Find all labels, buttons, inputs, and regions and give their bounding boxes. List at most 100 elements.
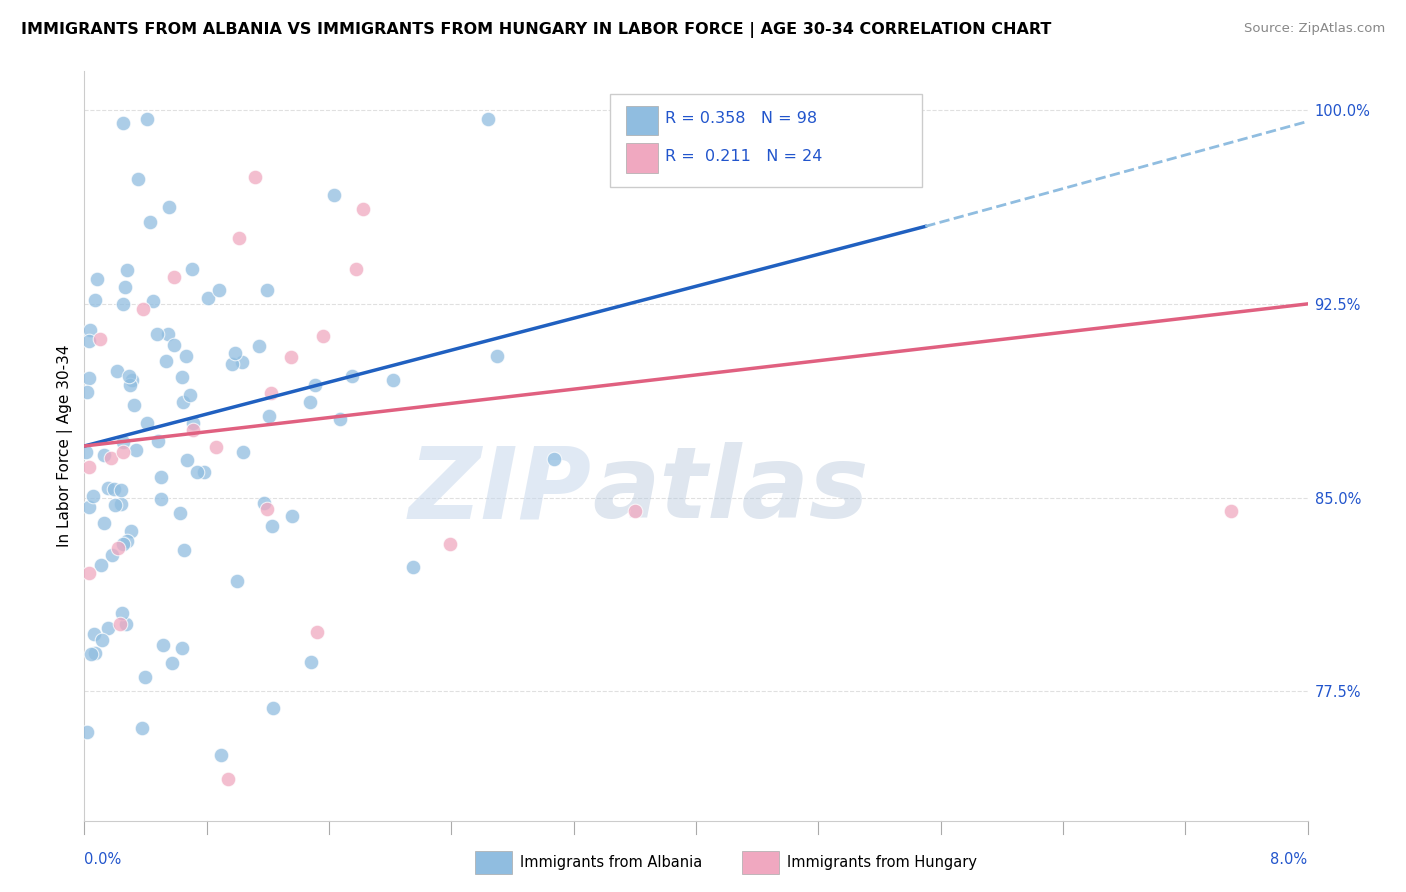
Point — [111, 116, 134, 130]
Point — [93, 448, 115, 462]
Text: Immigrants from Albania: Immigrants from Albania — [520, 855, 703, 870]
Point — [304, 377, 326, 392]
Point — [104, 498, 127, 512]
Point — [180, 261, 202, 276]
Point — [83, 627, 105, 641]
Point — [228, 880, 250, 892]
Point — [352, 202, 374, 216]
Point — [135, 112, 157, 126]
Point — [260, 385, 283, 400]
Point — [138, 215, 160, 229]
Point — [100, 450, 122, 465]
Point — [93, 516, 115, 530]
Point — [117, 534, 139, 549]
Point — [243, 170, 266, 185]
Point — [148, 434, 170, 448]
Point — [76, 725, 98, 739]
Point — [176, 452, 198, 467]
Point — [280, 350, 302, 364]
Point — [75, 445, 97, 459]
Point — [179, 388, 201, 402]
Point — [76, 385, 98, 400]
Point — [232, 445, 254, 459]
Point — [298, 395, 321, 409]
Point — [344, 262, 367, 277]
Point — [77, 334, 100, 349]
Point — [110, 617, 132, 632]
Point — [401, 559, 423, 574]
Point — [224, 346, 246, 360]
Point — [112, 434, 135, 449]
Point — [197, 291, 219, 305]
Point — [115, 263, 138, 277]
Point — [329, 411, 352, 425]
FancyBboxPatch shape — [626, 106, 658, 135]
Point — [181, 416, 204, 430]
Point — [97, 622, 120, 636]
Point — [118, 378, 141, 392]
Y-axis label: In Labor Force | Age 30-34: In Labor Force | Age 30-34 — [58, 344, 73, 548]
Point — [1220, 503, 1243, 517]
Point — [207, 283, 229, 297]
Point — [157, 200, 180, 214]
Point — [105, 364, 128, 378]
Point — [146, 326, 169, 341]
Point — [111, 297, 134, 311]
Point — [163, 270, 186, 285]
Point — [90, 633, 112, 648]
Text: Source: ZipAtlas.com: Source: ZipAtlas.com — [1244, 22, 1385, 36]
Point — [125, 442, 148, 457]
Point — [231, 355, 253, 369]
Point — [134, 828, 156, 842]
Point — [281, 509, 304, 524]
Point — [134, 670, 156, 684]
Point — [209, 747, 232, 762]
Point — [257, 409, 280, 424]
Point — [155, 353, 177, 368]
Point — [382, 374, 405, 388]
Point — [312, 329, 335, 343]
Point — [221, 357, 243, 371]
Point — [79, 324, 101, 338]
Point — [186, 465, 208, 479]
Point — [77, 459, 100, 474]
Point — [485, 349, 508, 363]
Point — [124, 398, 146, 412]
Point — [110, 497, 132, 511]
Point — [174, 350, 197, 364]
Point — [120, 524, 142, 538]
Point — [256, 502, 278, 516]
Point — [262, 701, 284, 715]
Point — [83, 293, 105, 307]
Point — [152, 638, 174, 652]
Point — [90, 558, 112, 572]
Point — [322, 188, 344, 202]
Point — [131, 301, 153, 316]
Point — [477, 112, 499, 126]
Point — [135, 416, 157, 430]
Point — [170, 640, 193, 655]
Text: 0.0%: 0.0% — [84, 852, 121, 867]
Point — [162, 338, 184, 352]
Point — [181, 423, 204, 437]
Point — [111, 606, 134, 620]
Point — [89, 332, 111, 346]
Point — [127, 172, 149, 186]
Point — [97, 481, 120, 495]
Point — [77, 566, 100, 581]
Point — [77, 500, 100, 514]
Point — [260, 518, 283, 533]
Point — [624, 503, 647, 517]
Point — [118, 369, 141, 384]
Point — [80, 647, 103, 661]
Point — [150, 470, 173, 484]
Point — [226, 574, 249, 588]
Text: R = 0.358   N = 98: R = 0.358 N = 98 — [665, 112, 817, 126]
Point — [114, 616, 136, 631]
Point — [252, 496, 274, 510]
Point — [169, 506, 191, 520]
Point — [100, 549, 122, 563]
Point — [83, 646, 105, 660]
Point — [77, 371, 100, 385]
Point — [121, 373, 143, 387]
